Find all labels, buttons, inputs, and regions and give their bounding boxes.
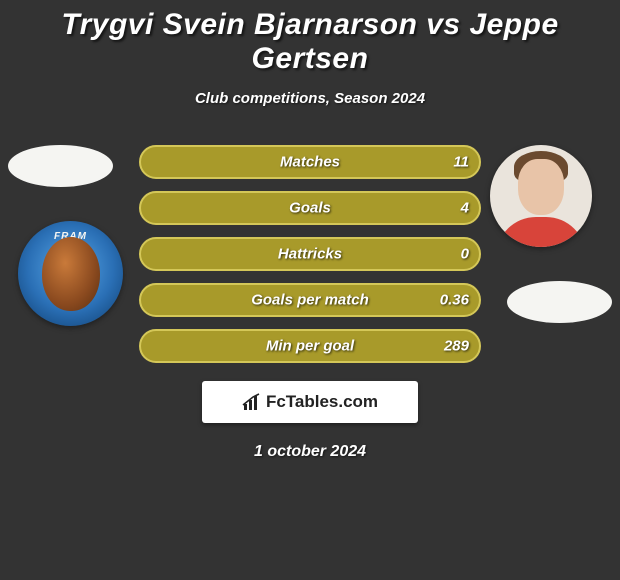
stat-row: Matches 11 [139,145,481,179]
stat-label: Min per goal [266,338,354,355]
stat-value-right: 0 [461,246,469,263]
club-badge-ball-icon [42,237,100,311]
branding-box[interactable]: FcTables.com [202,381,418,423]
player-left-avatar-placeholder [8,145,113,187]
stat-label: Matches [280,154,340,171]
date-line: 1 october 2024 [0,443,620,461]
player-right-club-placeholder [507,281,612,323]
stat-label: Goals [289,200,331,217]
stat-row: Min per goal 289 [139,329,481,363]
avatar-head [518,159,564,215]
branding-text: FcTables.com [266,392,378,412]
stat-row: Hattricks 0 [139,237,481,271]
stat-value-right: 11 [453,154,469,171]
stat-value-right: 4 [461,200,469,217]
player-right-avatar [490,145,592,247]
stat-bars: Matches 11 Goals 4 Hattricks 0 Goals per match… [139,145,481,363]
stat-label: Hattricks [278,246,342,263]
page-title: Trygvi Svein Bjarnarson vs Jeppe Gertsen [0,0,620,76]
stat-row: Goals per match 0.36 [139,283,481,317]
comparison-content: FRAM Matches 11 Goals 4 Hattricks 0 Goals per … [0,145,620,461]
stat-value-right: 289 [444,338,469,355]
subtitle: Club competitions, Season 2024 [0,90,620,107]
stat-label: Goals per match [251,292,369,309]
stat-value-right: 0.36 [440,292,469,309]
stat-row: Goals 4 [139,191,481,225]
bar-chart-icon [242,392,262,412]
player-left-club-badge: FRAM [18,221,123,326]
avatar-shoulders [496,217,586,247]
